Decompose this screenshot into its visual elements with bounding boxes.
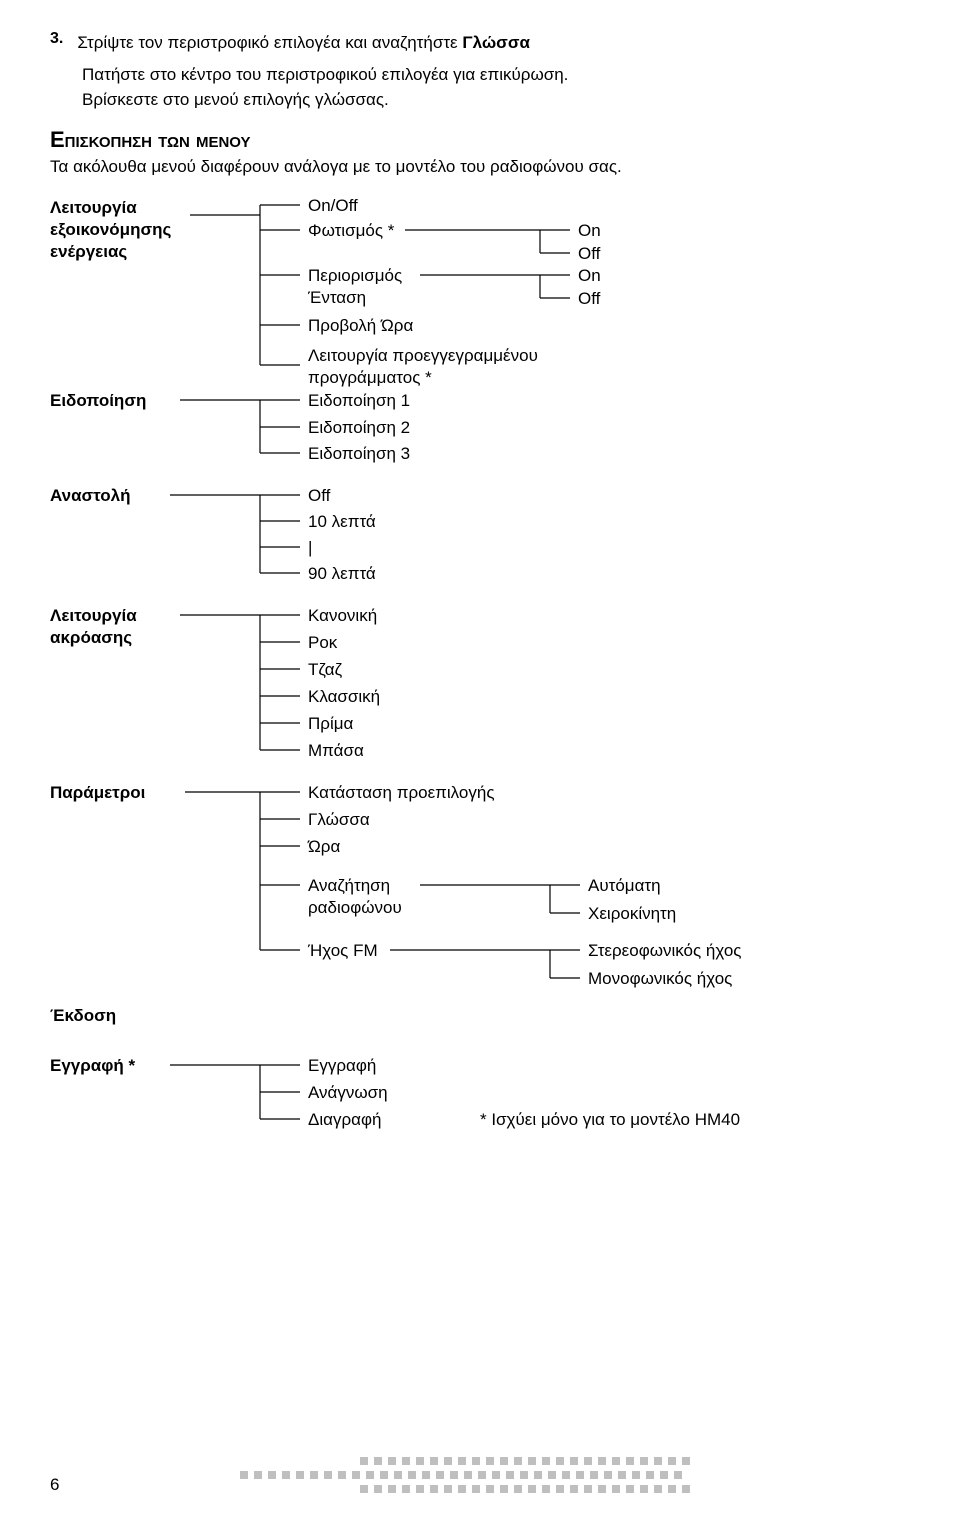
intro-line1b: Γλώσσα bbox=[462, 33, 530, 52]
mid-onoff: On/Off bbox=[308, 195, 358, 217]
mid-m90: 90 λεπτά bbox=[308, 563, 376, 585]
mid-pipe: | bbox=[308, 537, 312, 559]
root-energy-l3: ενέργειας bbox=[50, 242, 127, 261]
root-listen: Λειτουργία ακρόασης bbox=[50, 605, 137, 649]
mid-read: Ανάγνωση bbox=[308, 1082, 388, 1104]
right-auto: Αυτόματη bbox=[588, 875, 661, 897]
mid-classical: Κλασσική bbox=[308, 686, 380, 708]
mid-lang: Γλώσσα bbox=[308, 809, 370, 831]
mid-bass: Μπάσα bbox=[308, 740, 364, 762]
right-off1: Off bbox=[578, 243, 600, 265]
mid-limit2: Ένταση bbox=[308, 288, 366, 307]
root-energy: Λειτουργία εξοικονόμησης ενέργειας bbox=[50, 197, 171, 263]
right-manual: Χειροκίνητη bbox=[588, 903, 676, 925]
section-header: Επισκοπηση των μενου bbox=[50, 127, 910, 153]
root-listen-l1: Λειτουργία bbox=[50, 606, 137, 625]
intro-line1: Στρίψτε τον περιστροφικό επιλογέα και αν… bbox=[77, 30, 530, 56]
mid-rec: Εγγραφή bbox=[308, 1055, 376, 1077]
mid-m10: 10 λεπτά bbox=[308, 511, 376, 533]
mid-preprog2: προγράμματος * bbox=[308, 368, 432, 387]
mid-off: Off bbox=[308, 485, 330, 507]
right-stereo: Στερεοφωνικός ήχος bbox=[588, 940, 742, 962]
mid-jazz: Τζαζ bbox=[308, 659, 342, 681]
section-subtitle: Τα ακόλουθα μενού διαφέρουν ανάλογα με τ… bbox=[50, 157, 910, 177]
mid-delete: Διαγραφή bbox=[308, 1109, 381, 1131]
intro-line3: Βρίσκεστε στο μενού επιλογής γλώσσας. bbox=[50, 87, 910, 113]
mid-normal: Κανονική bbox=[308, 605, 377, 627]
mid-prima: Πρίμα bbox=[308, 713, 353, 735]
mid-alert1: Ειδοποίηση 1 bbox=[308, 390, 410, 412]
mid-preprog1: Λειτουργία προεγγεγραμμένου bbox=[308, 346, 538, 365]
root-suspend: Αναστολή bbox=[50, 485, 131, 507]
right-on2: On bbox=[578, 265, 601, 287]
mid-showtime: Προβολή Ώρα bbox=[308, 315, 413, 337]
intro-line1a: Στρίψτε τον περιστροφικό επιλογέα και αν… bbox=[77, 33, 462, 52]
mid-rock: Ροκ bbox=[308, 632, 337, 654]
footnote: * Ισχύει μόνο για το μοντέλο HM40 bbox=[480, 1109, 740, 1131]
mid-limit: Περιορισμός Ένταση bbox=[308, 265, 402, 309]
right-mono: Μονοφωνικός ήχος bbox=[588, 968, 732, 990]
root-alert: Ειδοποίηση bbox=[50, 390, 146, 412]
mid-search2: ραδιοφώνου bbox=[308, 898, 402, 917]
mid-defaultstate: Κατάσταση προεπιλογής bbox=[308, 782, 495, 804]
mid-limit1: Περιορισμός bbox=[308, 266, 402, 285]
root-listen-l2: ακρόασης bbox=[50, 628, 132, 647]
right-on1: On bbox=[578, 220, 601, 242]
mid-preprog: Λειτουργία προεγγεγραμμένου προγράμματος… bbox=[308, 345, 538, 389]
mid-alert3: Ειδοποίηση 3 bbox=[308, 443, 410, 465]
mid-hour: Ώρα bbox=[308, 836, 340, 858]
menu-tree: Λειτουργία εξοικονόμησης ενέργειας Ειδοπ… bbox=[50, 195, 910, 1255]
intro-line2: Πατήστε στο κέντρο του περιστροφικού επι… bbox=[50, 62, 910, 88]
decorative-dots bbox=[240, 1457, 690, 1499]
root-record: Εγγραφή * bbox=[50, 1055, 135, 1077]
mid-alert2: Ειδοποίηση 2 bbox=[308, 417, 410, 439]
root-energy-l2: εξοικονόμησης bbox=[50, 220, 171, 239]
root-energy-l1: Λειτουργία bbox=[50, 198, 137, 217]
intro-number: 3. bbox=[50, 30, 63, 56]
page-number: 6 bbox=[50, 1475, 59, 1495]
root-params: Παράμετροι bbox=[50, 782, 145, 804]
mid-search: Αναζήτηση ραδιοφώνου bbox=[308, 875, 402, 919]
intro-block: 3. Στρίψτε τον περιστροφικό επιλογέα και… bbox=[50, 30, 910, 113]
mid-fm: Ήχος FM bbox=[308, 940, 378, 962]
root-version: Έκδοση bbox=[50, 1005, 116, 1027]
mid-search1: Αναζήτηση bbox=[308, 876, 390, 895]
mid-light: Φωτισμός * bbox=[308, 220, 394, 242]
right-off2: Off bbox=[578, 288, 600, 310]
